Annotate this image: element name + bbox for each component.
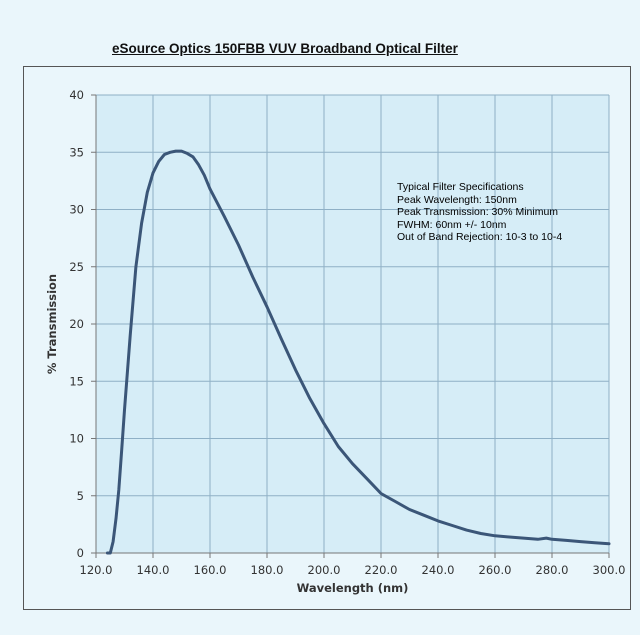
y-tick-label: 25	[69, 260, 84, 274]
x-tick-label: 240.0	[422, 563, 455, 577]
y-tick-label: 10	[69, 432, 84, 446]
y-tick-label: 20	[69, 317, 84, 331]
y-tick-label: 35	[69, 145, 84, 159]
x-tick-label: 180.0	[251, 563, 284, 577]
x-tick-label: 300.0	[593, 563, 626, 577]
x-tick-label: 280.0	[536, 563, 569, 577]
y-tick-label: 5	[77, 489, 84, 503]
chart-svg: 120.0 140.0 160.0 180.0 200.0 220.0 240.0 260.0…	[45, 88, 626, 595]
transmission-curve	[105, 149, 611, 555]
y-tick-label: 40	[69, 88, 84, 102]
spec-peak-transmission: Peak Transmission: 30% Minimum	[397, 206, 559, 218]
x-tick-label: 140.0	[137, 563, 170, 577]
x-tick-label: 220.0	[365, 563, 398, 577]
spec-heading: Typical Filter Specifications	[397, 181, 524, 193]
x-tick-label: 160.0	[194, 563, 227, 577]
spec-out-of-band-rejection: Out of Band Rejection: 10-3 to 10-4	[397, 231, 563, 243]
x-tick-label: 260.0	[479, 563, 512, 577]
y-tick-labels: 0 5 10 15 20 25 30 35 40	[69, 88, 84, 560]
filter-specifications: Typical Filter Specifications Peak Wavel…	[397, 181, 562, 244]
x-tick-label: 200.0	[308, 563, 341, 577]
axes	[91, 94, 610, 558]
y-tick-label: 15	[69, 374, 84, 388]
x-axis-label: Wavelength (nm)	[297, 581, 409, 595]
chart-title: eSource Optics 150FBB VUV Broadband Opti…	[112, 41, 458, 56]
spec-peak-wavelength: Peak Wavelength: 150nm	[397, 193, 517, 206]
y-tick-label: 0	[77, 546, 84, 560]
y-tick-label: 30	[69, 203, 84, 217]
chart-frame: 120.0 140.0 160.0 180.0 200.0 220.0 240.0 260.0…	[23, 66, 631, 610]
spec-fwhm: FWHM: 60nm +/- 10nm	[397, 218, 507, 231]
x-tick-labels: 120.0 140.0 160.0 180.0 200.0 220.0 240.0 260.0…	[80, 563, 626, 577]
x-tick-label: 120.0	[80, 563, 113, 577]
y-axis-label: % Transmission	[45, 274, 59, 374]
